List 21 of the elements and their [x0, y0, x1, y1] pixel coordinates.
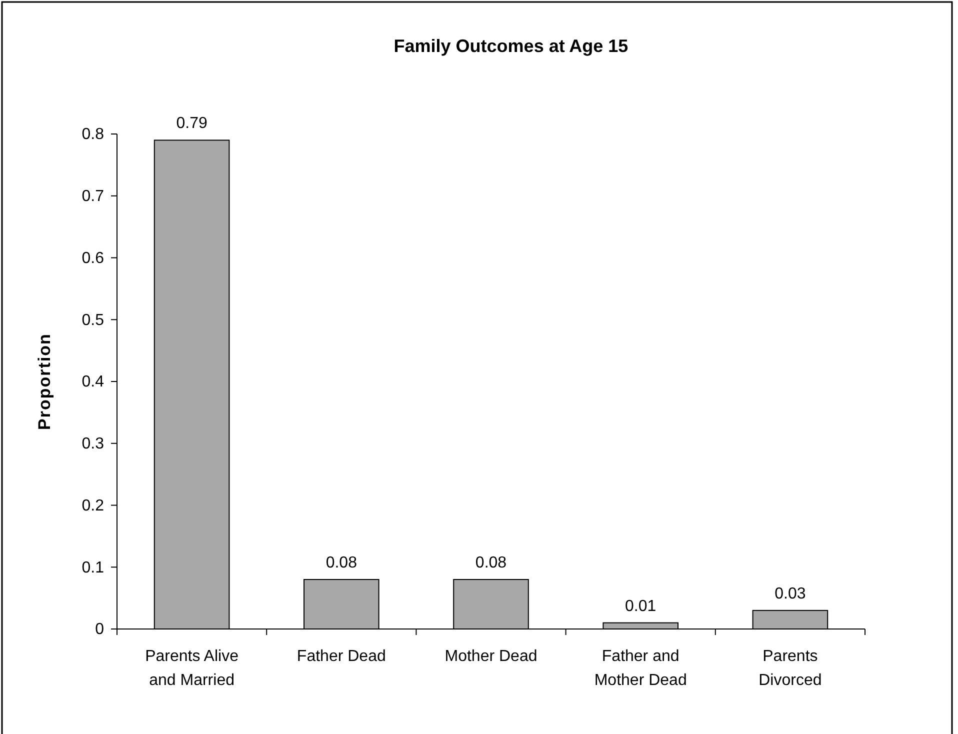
data-label: 0.08 [326, 554, 358, 572]
y-tick-label: 0.2 [82, 497, 104, 514]
chart-title: Family Outcomes at Age 15 [394, 36, 628, 56]
y-tick-label: 0.1 [82, 559, 104, 576]
y-axis-title: Proportion [35, 333, 54, 430]
x-tick-label: Mother Dead [444, 648, 538, 665]
y-tick-label: 0.8 [82, 126, 104, 144]
data-label: 0.03 [774, 585, 806, 602]
y-tick-label: 0.5 [82, 312, 104, 329]
x-tick-label: Father Dead [296, 648, 386, 665]
y-tick-label: 0.7 [82, 188, 104, 205]
data-label: 0.79 [176, 115, 208, 132]
y-tick-label: 0.3 [82, 435, 104, 452]
x-tick-label: Father and Mother Dead [594, 648, 687, 689]
x-tick-label: Parents Divorced [758, 648, 822, 689]
y-tick-label: 0 [95, 621, 104, 638]
data-label: 0.01 [625, 598, 656, 615]
data-label: 0.08 [475, 554, 507, 572]
x-tick-label: Parents Alive and Married [145, 648, 239, 689]
y-tick-label: 0.4 [82, 374, 104, 391]
y-tick-label: 0.6 [82, 250, 104, 267]
